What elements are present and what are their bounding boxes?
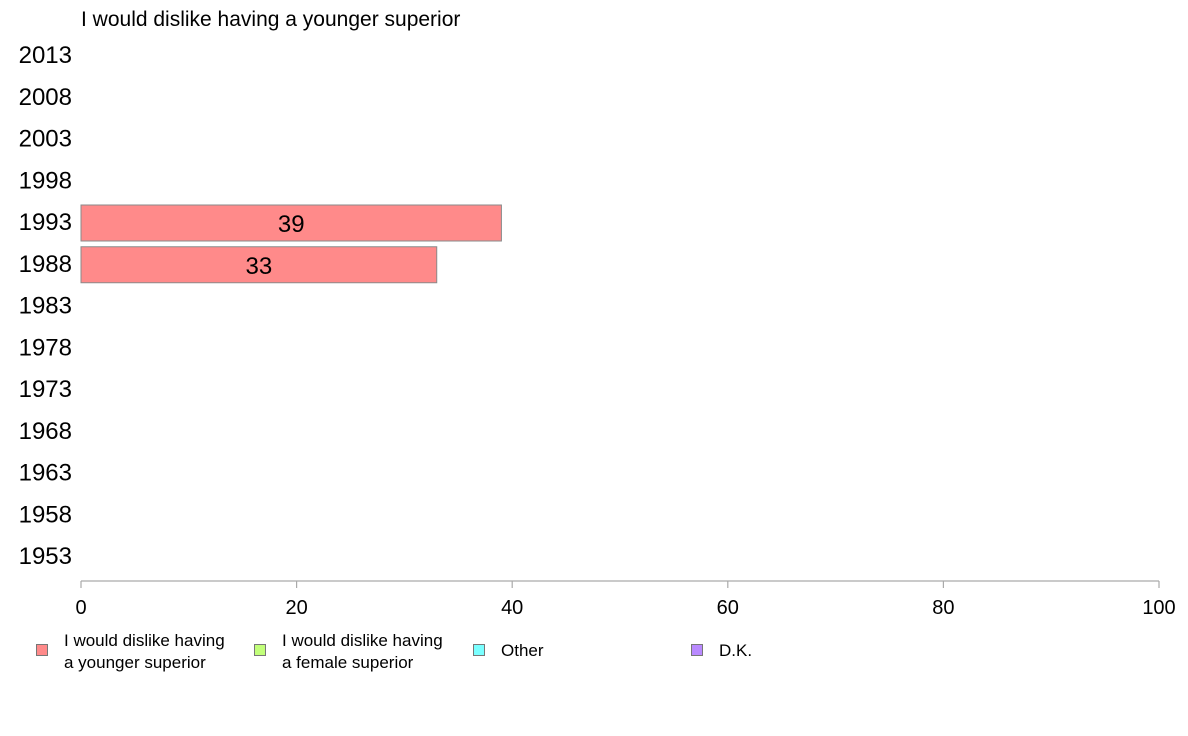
y-tick-label: 1988 — [19, 251, 72, 278]
legend: I would dislike having a younger superio… — [36, 630, 1156, 690]
legend-label: I would dislike having a female superior — [282, 631, 443, 672]
bar-value-label: 39 — [278, 211, 305, 238]
y-tick-label: 1993 — [19, 209, 72, 236]
y-tick-label: 1958 — [19, 501, 72, 528]
x-tick-label: 0 — [75, 597, 86, 619]
x-tick-label: 20 — [285, 597, 307, 619]
legend-swatch — [691, 644, 703, 656]
y-tick-label: 2013 — [19, 42, 72, 69]
chart-title: I would dislike having a younger superio… — [81, 8, 460, 31]
y-tick-label: 1968 — [19, 418, 72, 445]
y-tick-label: 1963 — [19, 460, 72, 487]
y-tick-label: 1998 — [19, 167, 72, 194]
legend-label: I would dislike having a younger superio… — [64, 631, 225, 672]
legend-item: Other — [473, 630, 544, 662]
y-tick-label: 1983 — [19, 293, 72, 320]
legend-item: D.K. — [691, 630, 752, 662]
bar — [80, 246, 438, 284]
legend-item: I would dislike having a female superior — [254, 630, 443, 674]
y-tick-label: 2003 — [19, 126, 72, 153]
y-tick-label: 1978 — [19, 334, 72, 361]
bar-value-label: 33 — [246, 253, 273, 280]
legend-swatch — [473, 644, 485, 656]
x-axis: 0 20 40 60 80 100 — [75, 580, 1176, 619]
legend-label: D.K. — [719, 641, 753, 660]
bar — [80, 204, 502, 242]
y-tick-label: 2008 — [19, 84, 72, 111]
x-tick-label: 100 — [1142, 597, 1175, 619]
x-tick-label: 80 — [932, 597, 954, 619]
y-tick-label: 1953 — [19, 543, 72, 570]
x-tick-label: 40 — [501, 597, 523, 619]
bar-chart: I would dislike having a younger superio… — [19, 8, 1176, 619]
y-axis-labels: 2013 2008 2003 1998 1993 1988 1983 1978 1973 1968… — [19, 42, 72, 570]
legend-item: I would dislike having a younger superio… — [36, 630, 225, 674]
legend-label: Other — [501, 641, 544, 660]
legend-swatch — [36, 644, 48, 656]
x-tick-label: 60 — [717, 597, 739, 619]
y-tick-label: 1973 — [19, 376, 72, 403]
legend-swatch — [254, 644, 266, 656]
